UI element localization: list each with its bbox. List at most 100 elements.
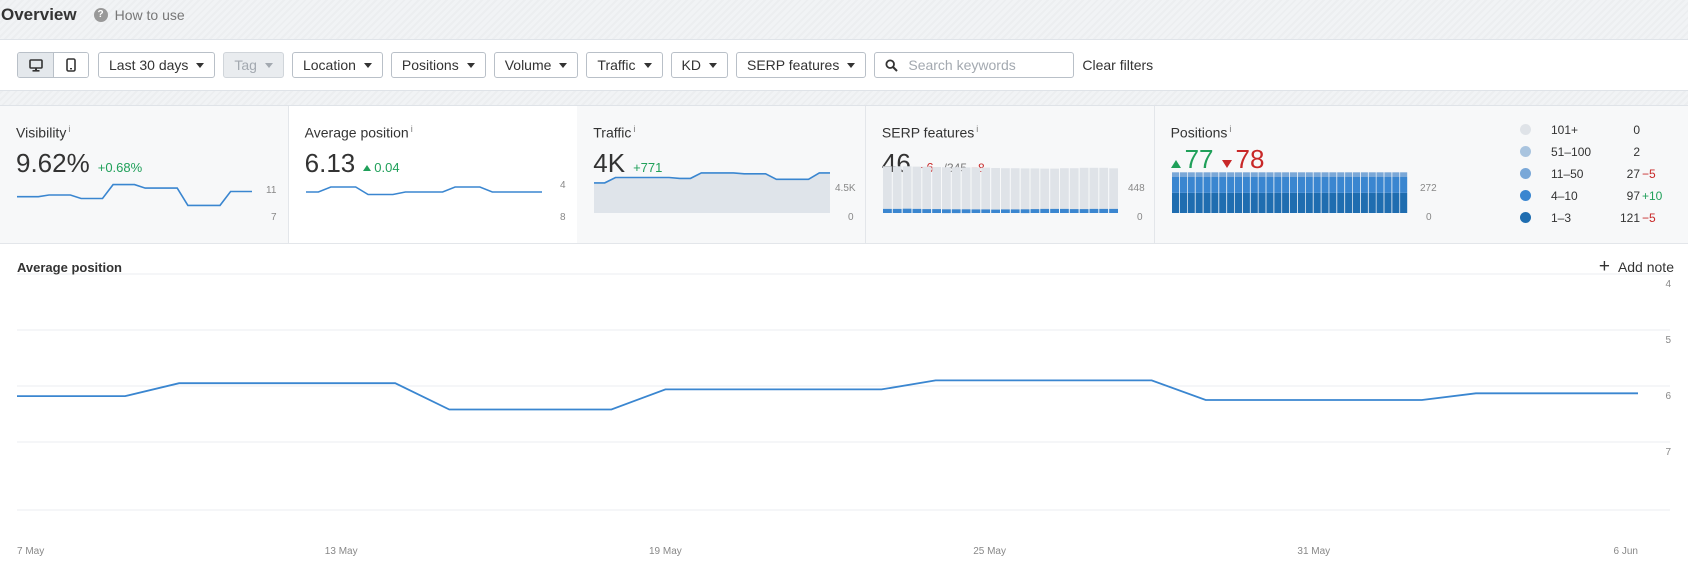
- serp-total-bar: [892, 166, 902, 213]
- traffic-sparkline: 4.5K 0: [594, 172, 856, 223]
- serp-owned-bar: [1109, 208, 1118, 213]
- positions-bar-segment: [1313, 172, 1321, 177]
- positions-bar-segment: [1383, 193, 1392, 213]
- y-tick-label: 4: [1665, 279, 1671, 290]
- visibility-axis-top: 11: [266, 185, 277, 196]
- device-toggle: [17, 52, 89, 78]
- positions-bar-segment: [1171, 172, 1179, 177]
- average-position-card[interactable]: Average position i 6.13 0.04 4 8: [288, 106, 578, 244]
- page-title: Overview: [1, 5, 77, 24]
- serp-label: SERP features i: [882, 124, 978, 141]
- positions-bar-segment: [1195, 172, 1203, 177]
- how-to-use-link[interactable]: ? How to use: [93, 7, 185, 23]
- positions-bar-segment: [1289, 176, 1297, 193]
- positions-bar-segment: [1226, 176, 1234, 193]
- volume-dropdown[interactable]: Volume: [493, 52, 579, 78]
- legend-name: 11–50: [1551, 167, 1584, 181]
- search-keywords-input[interactable]: [908, 57, 1069, 73]
- positions-bar-segment: [1391, 176, 1399, 193]
- serp-owned-bar: [1099, 208, 1109, 213]
- visibility-axis-bottom: 7: [271, 212, 277, 223]
- serp-owned-bar: [1040, 208, 1050, 213]
- positions-bar-segment: [1344, 193, 1352, 213]
- positions-bar-segment: [1250, 193, 1258, 213]
- serp-owned-bar: [1059, 208, 1069, 213]
- info-icon: i: [976, 124, 979, 134]
- serp-total-bar: [1000, 168, 1010, 213]
- legend-count: 121: [1620, 211, 1641, 225]
- serp-total-bar: [961, 167, 971, 213]
- positions-bar-segment: [1336, 193, 1344, 213]
- positions-label: Positions: [401, 57, 459, 73]
- avgpos-sparkline: 4 8: [305, 180, 566, 223]
- positions-bar-segment: [1376, 193, 1384, 213]
- legend-row[interactable]: 11–50 27 −5: [1520, 164, 1680, 186]
- serp-total-bar: [1030, 168, 1040, 213]
- legend-dot-icon: [1520, 168, 1531, 179]
- positions-bar-segment: [1399, 176, 1407, 193]
- positions-bar-segment: [1305, 172, 1313, 177]
- serp-owned-bar: [971, 209, 981, 213]
- serp-owned-bar: [1020, 209, 1030, 214]
- positions-bar-segment: [1352, 193, 1360, 213]
- traffic-axis-bottom: 0: [848, 212, 854, 223]
- positions-bar-segment: [1179, 193, 1187, 213]
- serp-total-bar: [981, 167, 991, 213]
- positions-bar-segment: [1328, 193, 1336, 213]
- positions-legend: 101+ 0 51–100 2 11–50 27 −5 4–10 97 +10 1–3 121 −5: [1520, 120, 1680, 230]
- positions-bar-segment: [1321, 193, 1329, 213]
- positions-dropdown[interactable]: Positions: [390, 52, 486, 78]
- serp-total-bar: [1059, 168, 1069, 213]
- x-tick-label: 13 May: [325, 546, 358, 557]
- traffic-card[interactable]: Traffic i 4K +771 4.5K 0: [577, 106, 866, 244]
- traffic-dropdown[interactable]: Traffic: [586, 52, 663, 78]
- serp-owned-bar: [1069, 209, 1079, 213]
- traffic-value: 4K: [593, 148, 626, 178]
- visibility-card[interactable]: Visibility i 9.62% +0.68% 11 7: [0, 106, 289, 244]
- legend-row[interactable]: 4–10 97 +10: [1520, 186, 1680, 208]
- positions-bar-segment: [1297, 193, 1305, 213]
- legend-name: 1–3: [1551, 211, 1572, 225]
- legend-row[interactable]: 1–3 121 −5: [1520, 208, 1680, 230]
- serp-label-text: SERP features: [881, 124, 975, 141]
- positions-value-row: 77 78: [1170, 144, 1264, 175]
- serp-features-dropdown[interactable]: SERP features: [736, 52, 867, 78]
- mobile-button[interactable]: [53, 53, 88, 77]
- serp-owned-bar: [1079, 209, 1089, 213]
- location-dropdown[interactable]: Location: [291, 52, 383, 78]
- positions-card[interactable]: Positions i 77 78 272 0: [1155, 106, 1688, 244]
- how-to-use-label: How to use: [114, 7, 185, 23]
- serp-total-bar: [922, 166, 932, 213]
- serp-owned-bar: [951, 209, 961, 214]
- add-note-button[interactable]: + Add note: [1598, 256, 1674, 277]
- legend-change: −5: [1642, 167, 1656, 181]
- positions-bar-segment: [1226, 193, 1234, 213]
- positions-bar-segment: [1321, 172, 1329, 177]
- legend-name: 51–100: [1551, 145, 1592, 159]
- positions-bar-segment: [1210, 193, 1218, 213]
- info-icon: i: [68, 124, 71, 134]
- traffic-axis-top: 4.5K: [835, 183, 856, 194]
- positions-bar-segment: [1218, 176, 1226, 193]
- page-header: Overview ? How to use: [0, 0, 1688, 30]
- legend-name: 4–10: [1551, 189, 1578, 203]
- clear-filters-link[interactable]: Clear filters: [1082, 57, 1154, 73]
- positions-bar-segment: [1313, 176, 1321, 193]
- positions-bar-segment: [1258, 172, 1266, 177]
- kd-dropdown[interactable]: KD: [670, 52, 728, 78]
- stats-row: Visibility i 9.62% +0.68% 11 7 Average po…: [0, 105, 1688, 244]
- plus-icon: +: [1598, 256, 1610, 277]
- serp-total-bar: [1099, 167, 1109, 213]
- legend-row[interactable]: 101+ 0: [1520, 120, 1680, 142]
- legend-dot-icon: [1520, 212, 1531, 223]
- chart-title: Average position: [17, 260, 122, 275]
- serp-total-bar: [1050, 168, 1059, 213]
- positions-bar-segment: [1265, 172, 1274, 177]
- date-range-dropdown[interactable]: Last 30 days: [98, 52, 216, 78]
- serp-owned-bar: [1000, 209, 1010, 213]
- desktop-button[interactable]: [18, 53, 53, 77]
- positions-bar-segment: [1234, 172, 1242, 177]
- filter-bar: Last 30 days Tag Location Positions Volu…: [0, 39, 1688, 91]
- legend-row[interactable]: 51–100 2: [1520, 142, 1680, 164]
